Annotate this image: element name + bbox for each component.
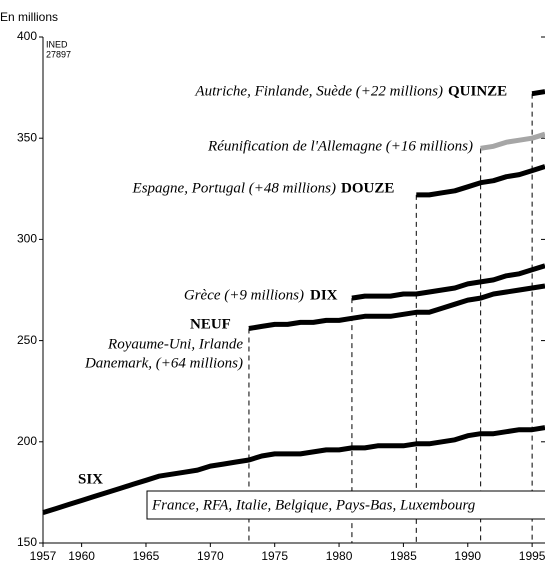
x-tick-label: 1990 xyxy=(454,549,481,563)
series-label: NEUF xyxy=(190,316,231,332)
series-label: DOUZE xyxy=(341,180,394,196)
series-label: SIX xyxy=(78,471,103,487)
series-line xyxy=(248,283,545,331)
series-label: QUINZE xyxy=(448,83,507,99)
x-tick-label: 1980 xyxy=(326,549,353,563)
y-axis-label: En millions xyxy=(0,10,58,24)
annotation-box xyxy=(146,490,545,520)
annotation: Royaume-Uni, Irlande xyxy=(107,336,243,352)
annotation: Danemark, (+64 millions) xyxy=(84,355,243,371)
annotation: Grèce (+9 millions) xyxy=(184,287,304,303)
annotation: Réunification de l'Allemagne (+16 millio… xyxy=(207,138,473,154)
x-tick-label: 1965 xyxy=(133,549,160,563)
series-line xyxy=(351,263,545,301)
series-label: DIX xyxy=(310,287,338,303)
series-line xyxy=(416,164,545,198)
x-tick-label: 1975 xyxy=(261,549,288,563)
y-tick-label: 350 xyxy=(17,130,37,144)
series-line xyxy=(531,89,545,97)
annotation: France, RFA, Italie, Belgique, Pays-Bas,… xyxy=(151,497,476,513)
y-tick-label: 300 xyxy=(17,232,37,246)
source: INED xyxy=(46,39,68,49)
x-tick-label: 1985 xyxy=(390,549,417,563)
y-tick-label: 150 xyxy=(17,535,37,549)
annotation: Espagne, Portugal (+48 millions) xyxy=(132,180,336,196)
x-tick-label: 1960 xyxy=(68,549,95,563)
series-line xyxy=(42,425,545,515)
y-tick-label: 250 xyxy=(17,333,37,347)
y-tick-label: 200 xyxy=(17,434,37,448)
x-tick-label: 1995 xyxy=(519,549,545,563)
annotation: Autriche, Finlande, Suède (+22 millions) xyxy=(194,83,443,99)
y-tick-label: 400 xyxy=(17,29,37,43)
x-tick-label: 1970 xyxy=(197,549,224,563)
x-tick-label: 1957 xyxy=(30,549,57,563)
source: 27897 xyxy=(46,49,71,59)
series-line xyxy=(480,131,545,151)
